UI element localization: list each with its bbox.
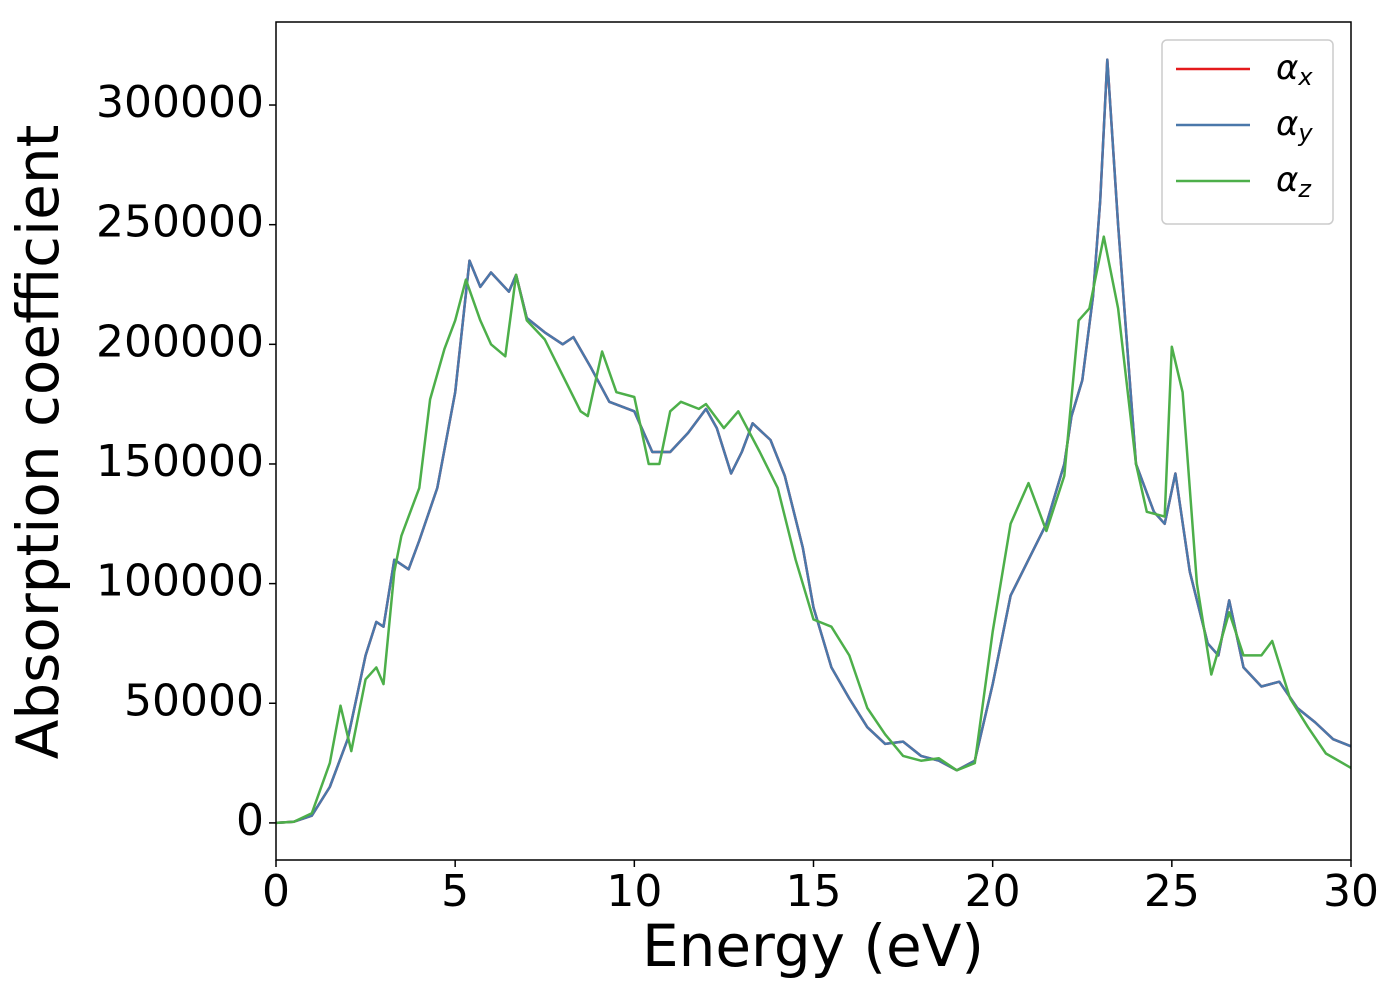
x-tick-label: 20	[965, 866, 1021, 917]
x-tick-label: 0	[262, 866, 290, 917]
x-tick-label: 5	[441, 866, 469, 917]
series-line	[275, 235, 1352, 825]
y-tick-label: 0	[236, 795, 264, 846]
x-tick-label: 25	[1144, 866, 1200, 917]
y-axis-label: Absorption coefficient	[4, 125, 72, 760]
x-tick-label: 10	[606, 866, 662, 917]
y-tick-label: 100000	[96, 556, 264, 607]
legend-box	[1161, 39, 1334, 225]
y-tick-label: 200000	[96, 316, 264, 367]
y-tick-label: 250000	[96, 197, 264, 248]
x-tick-label: 15	[786, 866, 842, 917]
legend-label: αy	[1276, 104, 1313, 148]
y-tick-label: 300000	[96, 77, 264, 128]
legend-label: αz	[1276, 160, 1312, 204]
x-tick-label: 30	[1323, 866, 1379, 917]
y-tick-label: 150000	[96, 436, 264, 487]
plot-frame	[275, 21, 1352, 861]
legend-label: αx	[1276, 48, 1313, 92]
x-axis-label: Energy (eV)	[642, 912, 984, 980]
series-line	[275, 58, 1352, 825]
y-tick-label: 50000	[124, 675, 264, 726]
